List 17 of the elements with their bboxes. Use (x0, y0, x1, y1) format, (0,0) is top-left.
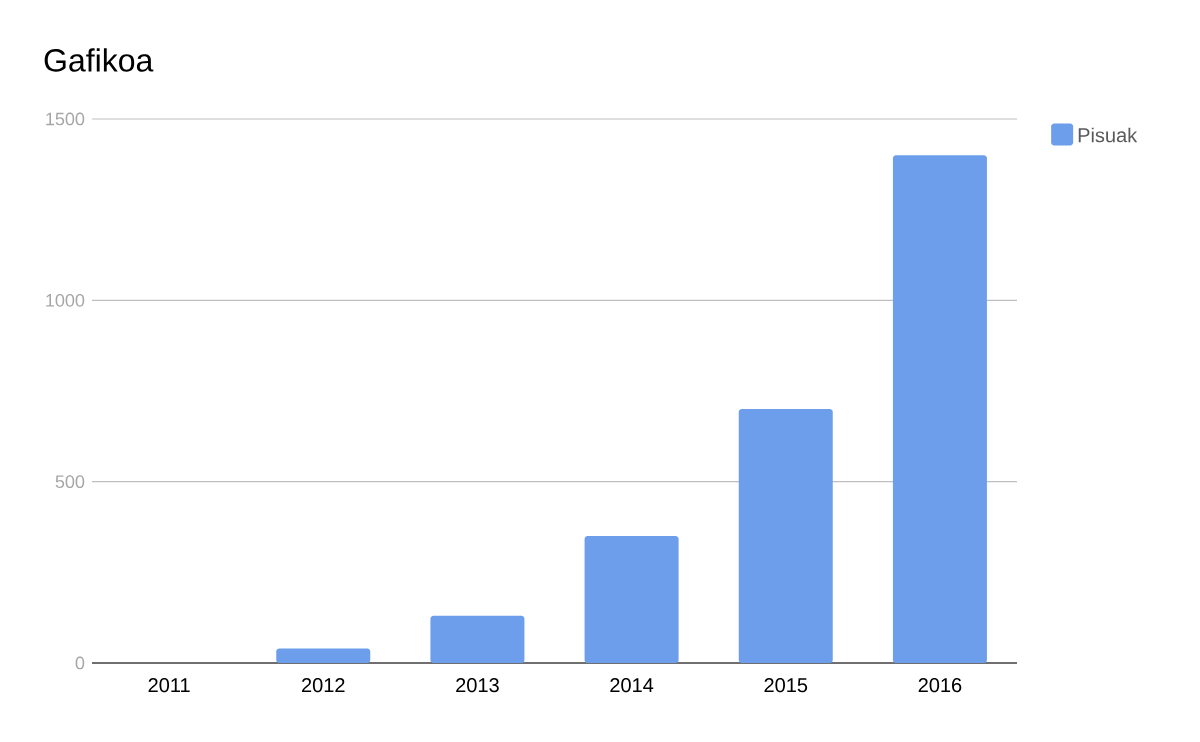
y-tick-label: 1000 (46, 293, 85, 307)
y-tick-label: 500 (55, 475, 85, 489)
bar (738, 409, 833, 663)
chart-title: Gafikoa (44, 48, 154, 72)
x-tick-label: 2011 (148, 678, 190, 693)
x-tick-label: 2015 (764, 678, 808, 693)
y-tick-label: 1500 (46, 112, 85, 126)
bar (892, 155, 987, 663)
x-tick-label: 2013 (456, 678, 499, 693)
x-tick-label: 2012 (302, 678, 345, 693)
legend-label: Pisuak (1078, 127, 1138, 143)
bar (430, 615, 525, 663)
bar (584, 536, 679, 663)
y-tick-label: 0 (75, 656, 85, 670)
bar (276, 648, 371, 663)
x-tick-label: 2014 (610, 678, 654, 693)
x-tick-label: 2016 (918, 678, 962, 693)
